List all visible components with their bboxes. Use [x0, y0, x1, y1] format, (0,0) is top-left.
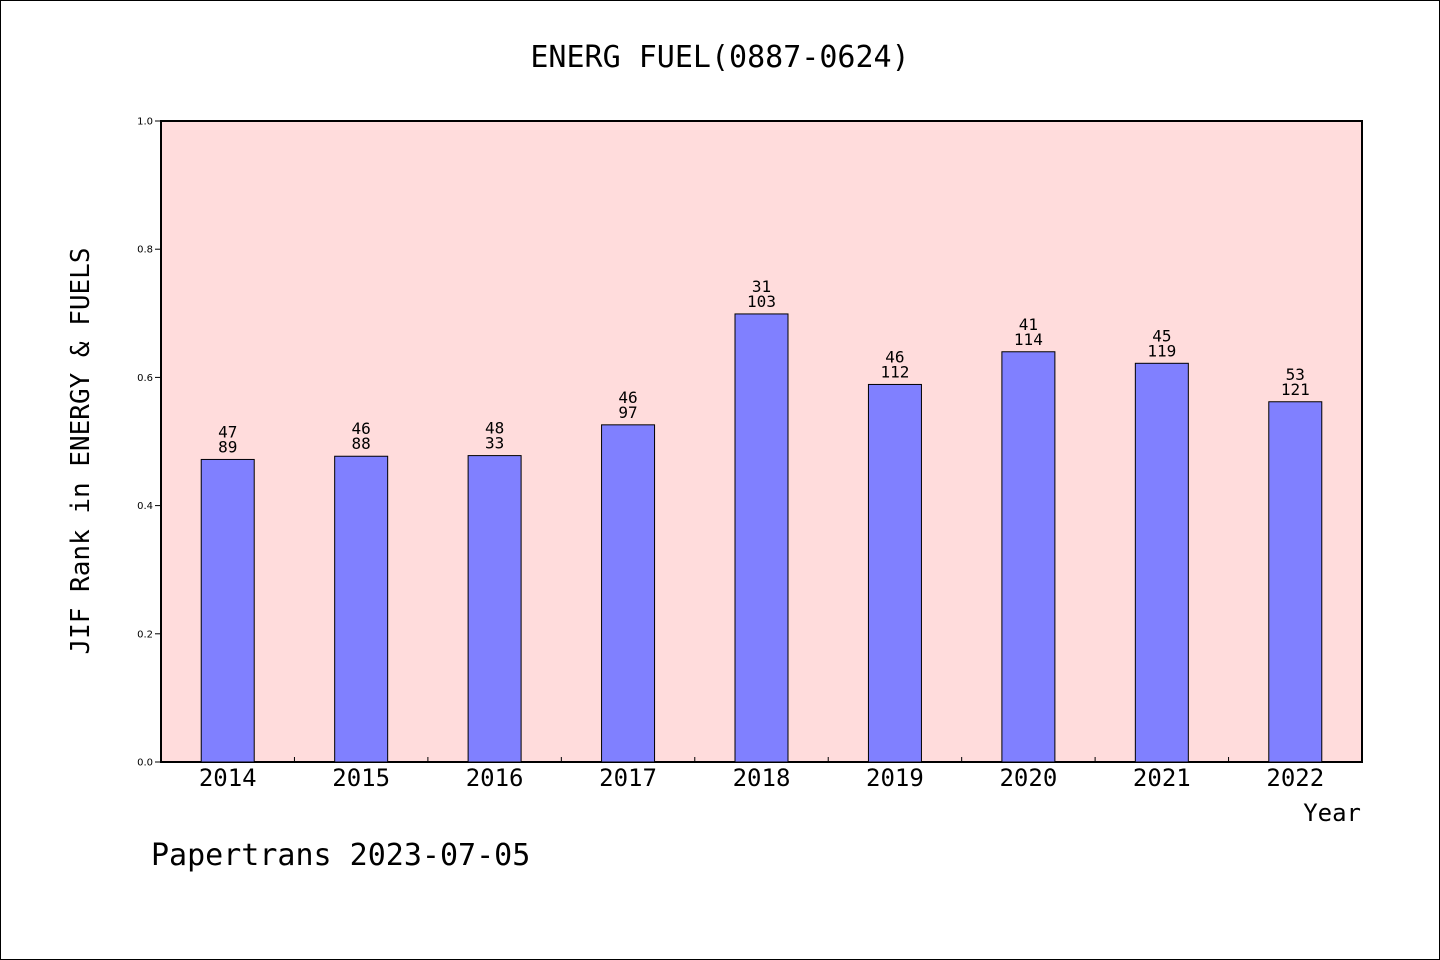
bar-2014 [200, 458, 255, 763]
bar-label-bottom: 114 [1014, 330, 1043, 349]
y-tick-label: 0.8 [137, 245, 153, 256]
bar-label-top: 45 [1152, 326, 1171, 345]
y-tick-label: 1.0 [137, 117, 153, 128]
bar-label-top: 31 [752, 277, 771, 296]
x-tick-label: 2022 [1266, 764, 1324, 792]
bar-label-top: 46 [618, 388, 637, 407]
bar-2018 [734, 313, 789, 763]
bar-label-top: 46 [352, 419, 371, 438]
y-tick-label: 0.2 [137, 629, 153, 640]
x-tick-label: 2017 [599, 764, 657, 792]
chart-title: ENERG FUEL(0887-0624) [530, 40, 909, 75]
bar-2020 [1001, 351, 1056, 763]
axis-ticks: 0.0 0.2 0.4 0.6 0.8 1.0 [137, 117, 1230, 769]
x-tick-label: 2019 [866, 764, 924, 792]
bar-2015 [334, 455, 389, 763]
y-tick-label: 0.6 [137, 373, 153, 384]
bar-label-top: 47 [218, 422, 237, 441]
y-tick-label: 0.4 [137, 501, 153, 512]
bar-2017 [601, 424, 656, 763]
bar-labels: 4789201446882015483320164697201731103201… [199, 277, 1324, 792]
bar-label-top: 53 [1286, 365, 1305, 384]
y-axis-label: JIF Rank in ENERGY & FUELS [66, 248, 96, 655]
bar-2021 [1134, 362, 1189, 763]
bar-label-top: 48 [485, 419, 504, 438]
bar-label-bottom: 103 [747, 292, 776, 311]
x-tick-label: 2020 [999, 764, 1057, 792]
bar-label-bottom: 97 [618, 403, 637, 422]
footer-text: Papertrans 2023-07-05 [151, 838, 530, 873]
bar-label-top: 41 [1019, 315, 1038, 334]
x-tick-label: 2016 [466, 764, 524, 792]
x-tick-label: 2018 [733, 764, 791, 792]
x-axis-label: Year [1303, 799, 1361, 827]
bar-2016 [467, 455, 522, 763]
x-tick-label: 2021 [1133, 764, 1191, 792]
bar-label-bottom: 89 [218, 437, 237, 456]
bar-2019 [867, 383, 922, 763]
bar-label-top: 46 [885, 347, 904, 366]
bar-label-bottom: 33 [485, 434, 504, 453]
bar-label-bottom: 112 [880, 362, 909, 381]
x-tick-label: 2014 [199, 764, 257, 792]
y-tick-label: 0.0 [137, 758, 153, 769]
bar-label-bottom: 121 [1281, 380, 1310, 399]
bars [200, 313, 1323, 763]
bar-2022 [1268, 401, 1323, 763]
bar-label-bottom: 88 [352, 434, 371, 453]
x-tick-label: 2015 [332, 764, 390, 792]
bar-label-bottom: 119 [1147, 341, 1176, 360]
